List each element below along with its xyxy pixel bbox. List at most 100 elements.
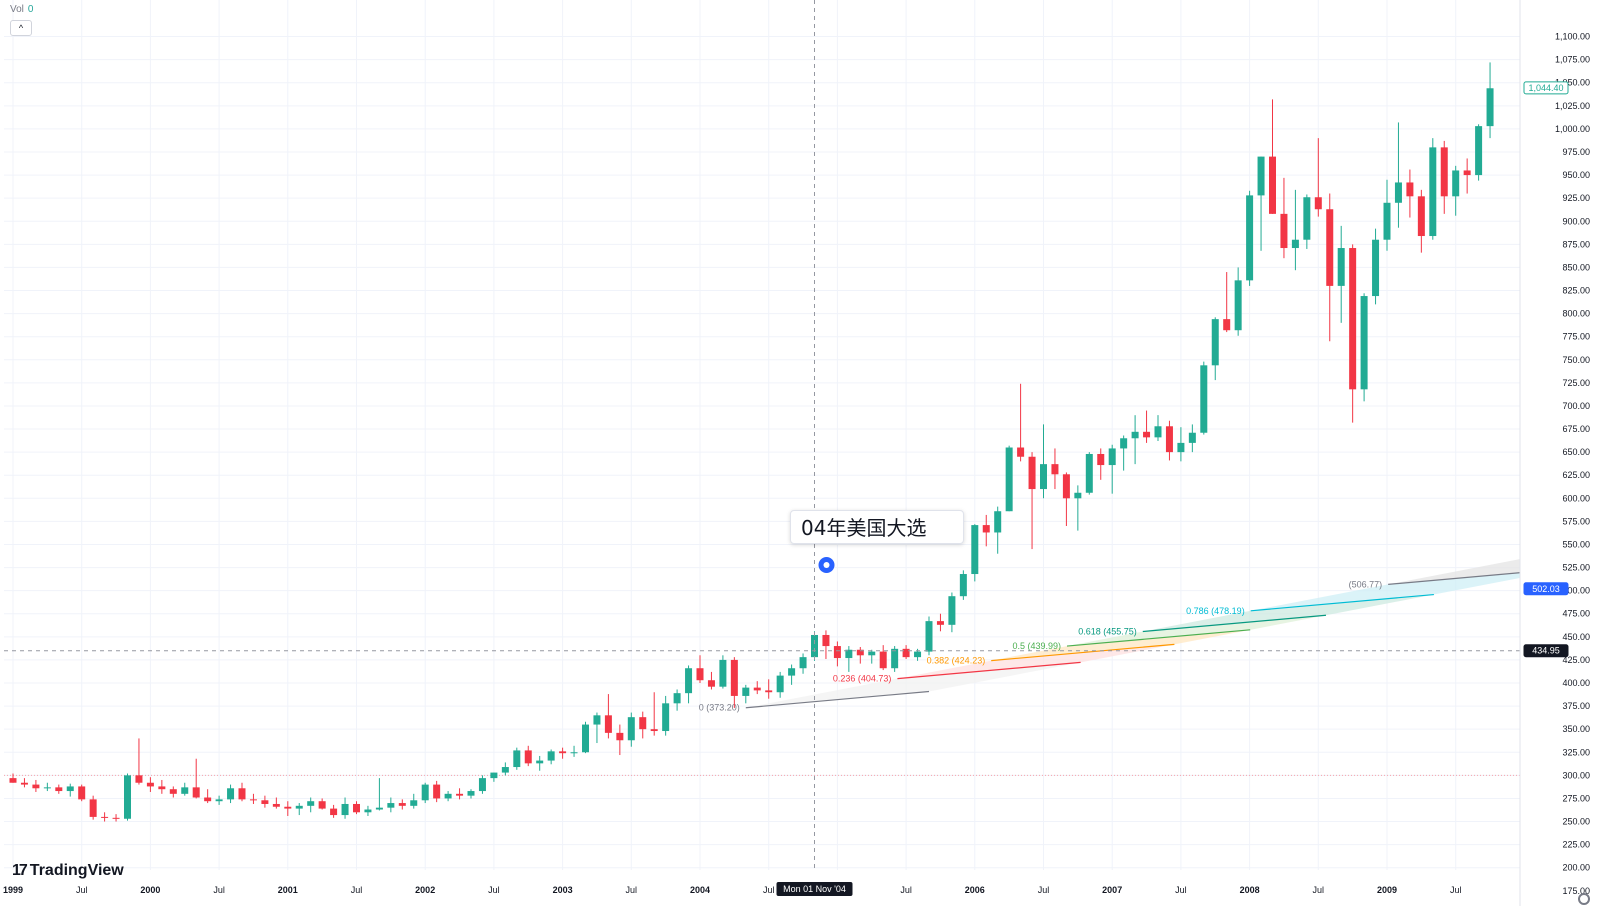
- candle-body: [249, 799, 257, 801]
- candle-body: [868, 651, 876, 656]
- y-tick-label: 750.00: [1562, 355, 1590, 365]
- x-tick-label: Jul: [1038, 885, 1050, 895]
- time-axis-bg: [0, 870, 1520, 906]
- candle-body: [410, 800, 418, 806]
- candle-body: [1417, 196, 1425, 237]
- candle-body: [570, 752, 578, 754]
- y-tick-label: 1,000.00: [1555, 124, 1590, 134]
- candle-body: [261, 800, 269, 804]
- y-tick-label: 175.00: [1562, 886, 1590, 896]
- y-tick-label: 275.00: [1562, 793, 1590, 803]
- candle-body: [673, 693, 681, 704]
- candle-body: [1051, 464, 1059, 475]
- candle-body: [66, 786, 74, 792]
- candle-body: [971, 525, 979, 575]
- x-tick-label: Jul: [900, 885, 912, 895]
- fib-band: [1142, 594, 1434, 632]
- y-tick-label: 850.00: [1562, 262, 1590, 272]
- y-tick-label: 1,075.00: [1555, 55, 1590, 65]
- x-tick-label: 2001: [278, 885, 298, 895]
- candle-body: [593, 715, 601, 725]
- y-tick-label: 500.00: [1562, 586, 1590, 596]
- candle-body: [1246, 195, 1254, 281]
- candle-body: [719, 659, 727, 687]
- tradingview-logo[interactable]: 17 TradingView: [12, 862, 124, 880]
- candle-body: [215, 799, 223, 802]
- x-tick-label: 2009: [1377, 885, 1397, 895]
- candle-body: [9, 778, 17, 783]
- candle-body: [467, 791, 475, 796]
- candle-body: [295, 805, 303, 809]
- x-tick-label: Jul: [626, 885, 638, 895]
- candle-body: [169, 789, 177, 794]
- candle-body: [1303, 197, 1311, 240]
- candle-body: [421, 784, 429, 801]
- collapse-button[interactable]: ^: [10, 20, 32, 36]
- candle-body: [1234, 280, 1242, 331]
- candle-body: [524, 750, 532, 764]
- candle-body: [948, 596, 956, 625]
- y-tick-label: 650.00: [1562, 447, 1590, 457]
- candle-body: [1349, 248, 1357, 390]
- candle-body: [1062, 474, 1070, 499]
- fib-band: [897, 644, 1175, 679]
- candle-body: [353, 803, 360, 813]
- y-tick-label: 400.00: [1562, 678, 1590, 688]
- y-tick-label: 450.00: [1562, 632, 1590, 642]
- candle-body: [1486, 88, 1494, 127]
- x-tick-label: Jul: [488, 885, 500, 895]
- fib-level-label: 0.236 (404.73): [833, 674, 892, 684]
- candle-body: [811, 634, 818, 658]
- crosshair-date-box: [776, 882, 853, 896]
- candle-body: [1017, 447, 1025, 457]
- candle-body: [1097, 453, 1105, 466]
- fib-level-line: [897, 661, 1081, 680]
- candle-body: [616, 732, 624, 741]
- candle-body: [707, 680, 715, 687]
- candle-body: [639, 717, 647, 730]
- candle-body: [1452, 170, 1460, 197]
- candle-body: [982, 525, 990, 533]
- candle-body: [89, 799, 97, 817]
- volume-value: 0: [27, 4, 34, 15]
- candle-body: [1005, 447, 1013, 512]
- candle-body: [318, 801, 326, 809]
- fib-band: [991, 629, 1251, 661]
- y-tick-label: 725.00: [1562, 378, 1590, 388]
- y-tick-label: 300.00: [1562, 770, 1590, 780]
- candle-body: [433, 784, 441, 799]
- candle-body: [1326, 209, 1334, 286]
- crosshair-date-label: Mon 01 Nov '04: [783, 884, 846, 894]
- candle-body: [1291, 239, 1299, 249]
- x-tick-label: 2004: [690, 885, 710, 895]
- candle-body: [1223, 319, 1231, 331]
- candle-body: [730, 659, 738, 696]
- fib-level-label: (506.77): [1349, 579, 1383, 589]
- candle-body: [1269, 156, 1276, 214]
- candle-body: [765, 690, 773, 693]
- candle-body: [227, 788, 235, 800]
- candle-body: [20, 782, 28, 785]
- annotation-pin-center: [823, 562, 830, 568]
- annotation-text-box[interactable]: 04年美国大选: [790, 510, 964, 544]
- x-tick-label: Jul: [1450, 885, 1462, 895]
- candle-body: [478, 778, 486, 792]
- candle-body: [662, 703, 670, 732]
- candle-body: [742, 687, 750, 696]
- candle-body: [776, 675, 784, 693]
- tv-logo-text: TradingView: [29, 862, 124, 879]
- y-tick-label: 975.00: [1562, 147, 1590, 157]
- candle-body: [192, 787, 200, 798]
- candle-body: [101, 816, 109, 818]
- candle-body: [364, 809, 372, 813]
- candle-body: [1360, 296, 1368, 390]
- candle-body: [1280, 213, 1288, 249]
- y-tick-label: 1,050.00: [1555, 78, 1590, 88]
- settings-icon[interactable]: [1578, 893, 1590, 905]
- candle-body: [1188, 432, 1196, 443]
- candle-body: [1383, 202, 1391, 240]
- candle-body: [490, 772, 498, 779]
- y-tick-label: 950.00: [1562, 170, 1590, 180]
